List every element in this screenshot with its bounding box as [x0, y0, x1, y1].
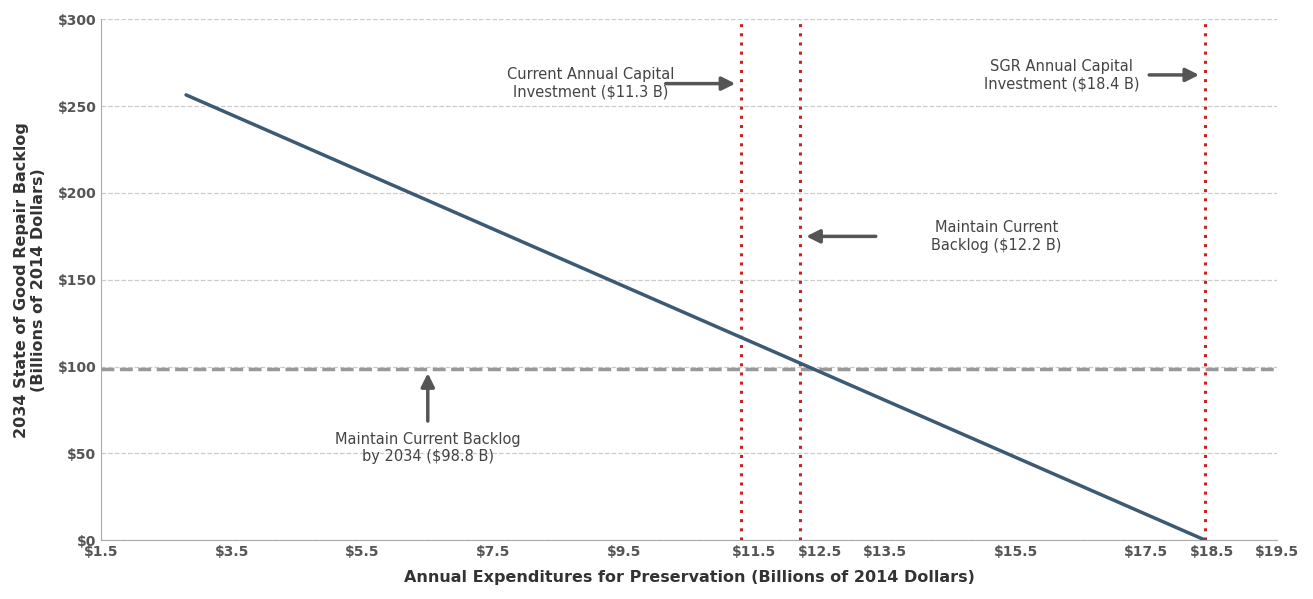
Text: Maintain Current
Backlog ($12.2 B): Maintain Current Backlog ($12.2 B) — [931, 220, 1061, 253]
Text: SGR Annual Capital
Investment ($18.4 B): SGR Annual Capital Investment ($18.4 B) — [983, 59, 1140, 91]
X-axis label: Annual Expenditures for Preservation (Billions of 2014 Dollars): Annual Expenditures for Preservation (Bi… — [403, 570, 974, 585]
Text: Current Annual Capital
Investment ($11.3 B): Current Annual Capital Investment ($11.3… — [507, 68, 675, 100]
Text: Maintain Current Backlog
by 2034 ($98.8 B): Maintain Current Backlog by 2034 ($98.8 … — [335, 432, 520, 464]
Y-axis label: 2034 State of Good Repair Backlog
(Billions of 2014 Dollars): 2034 State of Good Repair Backlog (Billi… — [14, 122, 46, 438]
